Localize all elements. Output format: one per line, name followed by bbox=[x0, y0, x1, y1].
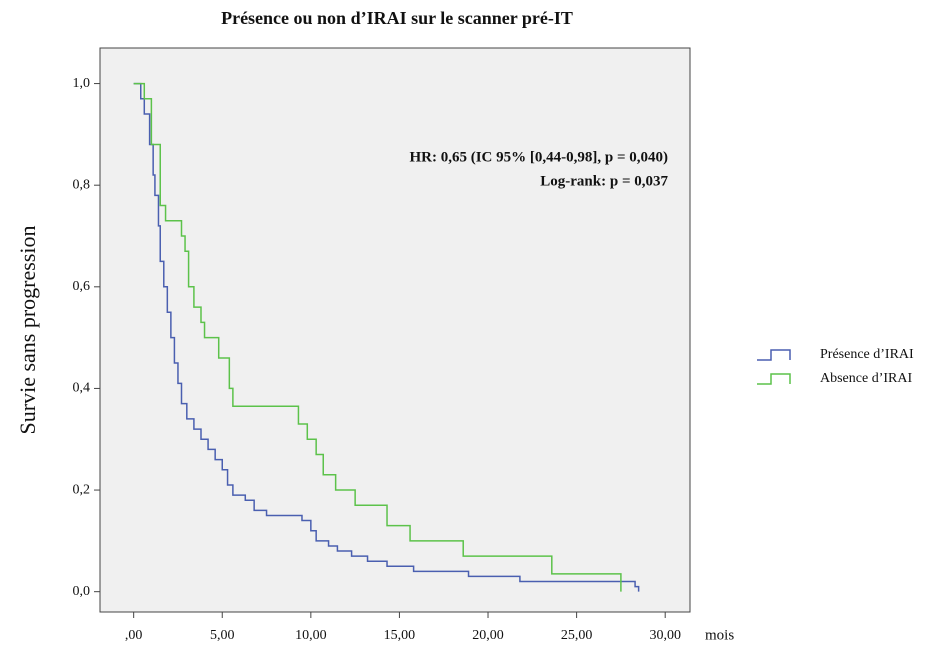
x-tick-label: 15,00 bbox=[384, 628, 416, 643]
annotation: HR: 0,65 (IC 95% [0,44-0,98], p = 0,040) bbox=[409, 149, 668, 165]
chart-title: Présence ou non d’IRAI sur le scanner pr… bbox=[221, 8, 573, 28]
plot-area bbox=[99, 47, 691, 613]
x-tick-label: 5,00 bbox=[210, 628, 235, 643]
y-tick-label: 0,6 bbox=[73, 279, 91, 294]
survival-curve bbox=[133, 82, 622, 592]
legend-swatch bbox=[757, 349, 791, 361]
legend-label: Absence d’IRAI bbox=[820, 371, 912, 386]
annotation: Log-rank: p = 0,037 bbox=[540, 173, 668, 189]
x-tick-label: ,00 bbox=[125, 628, 143, 643]
x-tick-label: 25,00 bbox=[561, 628, 593, 643]
y-tick-label: 0,8 bbox=[73, 177, 91, 192]
y-tick-label: 0,2 bbox=[73, 482, 91, 497]
legend-label: Présence d’IRAI bbox=[820, 347, 914, 362]
x-axis-label: mois bbox=[705, 627, 734, 643]
x-tick-label: 30,00 bbox=[649, 628, 681, 643]
y-tick-label: 0,4 bbox=[73, 381, 91, 396]
y-tick-label: 1,0 bbox=[73, 76, 91, 91]
y-axis-label: Survie sans progression bbox=[15, 226, 40, 435]
x-tick-label: 20,00 bbox=[472, 628, 504, 643]
y-tick-label: 0,0 bbox=[73, 584, 91, 599]
survival-curve bbox=[133, 82, 640, 592]
legend-swatch bbox=[757, 373, 791, 385]
x-tick-label: 10,00 bbox=[295, 628, 327, 643]
